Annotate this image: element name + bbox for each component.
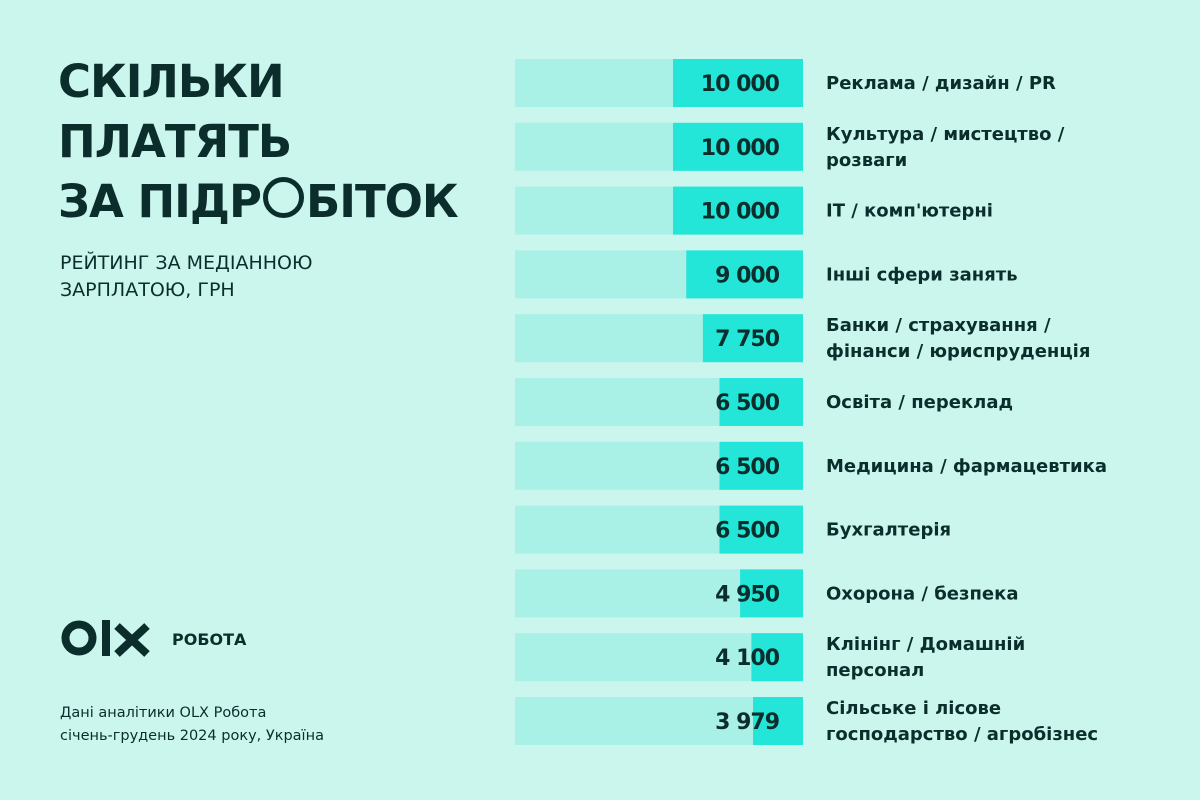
category-label: Інші сфери занять bbox=[826, 264, 1018, 285]
bar-row: 10 000 IT / комп'ютерні bbox=[515, 186, 993, 235]
category-label: Охорона / безпека bbox=[826, 583, 1018, 604]
bar-row: 6 500 Освіта / переклад bbox=[515, 378, 1013, 426]
olx-robota-logo: РОБОТА bbox=[60, 614, 260, 670]
bar-value-label: 10 000 bbox=[701, 200, 780, 225]
bar bbox=[702, 314, 803, 363]
bar-value-label: 6 500 bbox=[715, 455, 780, 480]
title-line-2: ПЛАТЯТЬ bbox=[58, 115, 292, 168]
bar bbox=[719, 441, 803, 490]
bar-row: 10 000 Реклама / дизайн / PR bbox=[515, 59, 1056, 107]
bar-row: 9 000 Інші сфери занять bbox=[515, 250, 1018, 299]
bar-value-label: 3 979 bbox=[715, 710, 779, 735]
subtitle-line-2: ЗАРПЛАТОЮ, ГРН bbox=[60, 279, 235, 301]
bar bbox=[673, 122, 803, 171]
bar bbox=[719, 505, 803, 554]
bar-value-label: 6 500 bbox=[715, 519, 780, 544]
bar-row: 4 950 Охорона / безпека bbox=[515, 569, 1018, 618]
category-label: Культура / мистецтво / bbox=[826, 124, 1065, 145]
chart-title: СКІЛЬКИ ПЛАТЯТЬ ЗА ПІДР БІТОК bbox=[58, 52, 459, 232]
bar bbox=[686, 250, 803, 299]
bar-value-label: 6 500 bbox=[715, 391, 780, 416]
bar-value-label: 4 950 bbox=[715, 582, 780, 607]
category-label: Банки / страхування / bbox=[826, 315, 1051, 336]
bar-row: 4 100 Клінінг / Домашній персонал bbox=[515, 633, 1025, 682]
category-label: Реклама / дизайн / PR bbox=[826, 73, 1056, 94]
category-label: Клінінг / Домашній bbox=[826, 634, 1025, 655]
bar-value-label: 4 100 bbox=[715, 646, 780, 671]
chart-subtitle: РЕЙТИНГ ЗА МЕДІАННОЮ ЗАРПЛАТОЮ, ГРН bbox=[60, 250, 313, 304]
bar bbox=[673, 186, 803, 235]
title-line-3: ЗА ПІДР БІТОК bbox=[58, 172, 459, 232]
category-label: Сільське і лісове bbox=[826, 698, 1001, 719]
bar-row: 6 500 Медицина / фармацевтика bbox=[515, 441, 1107, 490]
category-label: персонал bbox=[826, 660, 924, 681]
title-ring-icon bbox=[262, 177, 304, 218]
bar-value-label: 7 750 bbox=[715, 327, 780, 352]
bar-row: 7 750 Банки / страхування / фінанси / юрис… bbox=[515, 314, 1090, 363]
category-label: Бухгалтерія bbox=[826, 520, 951, 541]
bar bbox=[751, 633, 803, 682]
category-label: розваги bbox=[826, 150, 907, 171]
category-label: Медицина / фармацевтика bbox=[826, 456, 1107, 477]
category-label: фінанси / юриспруденція bbox=[826, 341, 1090, 362]
bar-value-label: 10 000 bbox=[701, 72, 780, 97]
bar-value-label: 9 000 bbox=[715, 263, 780, 288]
bar bbox=[719, 378, 803, 426]
category-label: IT / комп'ютерні bbox=[826, 201, 993, 222]
olx-logo-icon bbox=[61, 620, 150, 657]
title-line-1: СКІЛЬКИ bbox=[58, 55, 285, 108]
subtitle-line-1: РЕЙТИНГ ЗА МЕДІАННОЮ bbox=[60, 252, 313, 274]
category-label: господарство / агробізнес bbox=[826, 724, 1098, 745]
category-label: Освіта / переклад bbox=[826, 392, 1013, 413]
bar-value-label: 10 000 bbox=[701, 136, 780, 161]
title-line-3-end: БІТОК bbox=[305, 175, 459, 228]
bar bbox=[753, 697, 803, 745]
source-line-2: січень-грудень 2024 року, Україна bbox=[60, 728, 324, 744]
source-note: Дані аналітики OLX Робота січень-грудень… bbox=[60, 702, 324, 748]
title-line-3-start: ЗА ПІДР bbox=[58, 175, 262, 228]
bar-row: 10 000 Культура / мистецтво / розваги bbox=[515, 122, 1065, 171]
source-line-1: Дані аналітики OLX Робота bbox=[60, 705, 267, 721]
bar bbox=[740, 569, 803, 618]
bar bbox=[673, 59, 803, 107]
bar-row: 6 500 Бухгалтерія bbox=[515, 505, 951, 554]
logo-brand-text: РОБОТА bbox=[172, 630, 247, 649]
bar-row: 3 979 Сільське і лісове господарство / агр… bbox=[515, 697, 1098, 745]
